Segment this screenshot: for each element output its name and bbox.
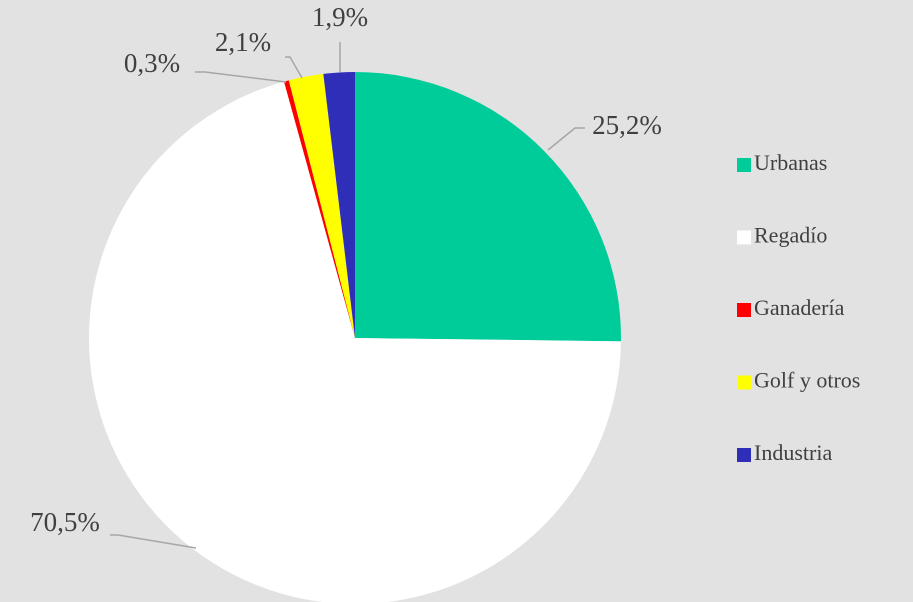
leader-line (285, 56, 303, 79)
leader-line (547, 127, 585, 151)
pie-slice (355, 72, 621, 342)
leader-line (110, 534, 197, 549)
data-label: 25,2% (592, 110, 662, 140)
legend-label: Urbanas (754, 150, 827, 175)
legend-label: Industria (754, 440, 832, 465)
data-label: 0,3% (124, 48, 180, 78)
leader-line (195, 71, 287, 83)
legend-label: Ganadería (754, 295, 845, 320)
pie-slice (323, 72, 355, 338)
legend-label: Golf y otros (754, 368, 860, 393)
legend-swatch (737, 158, 751, 172)
data-label: 2,1% (215, 27, 271, 57)
pie-slice (288, 73, 355, 339)
legend-swatch (737, 375, 751, 390)
legend-label: Regadío (754, 223, 827, 248)
pie-slice (284, 80, 355, 339)
legend-swatch (737, 303, 751, 317)
legend-swatch (737, 448, 751, 462)
pie-slice (89, 81, 621, 602)
legend-swatch (737, 230, 751, 245)
data-label: 1,9% (312, 2, 368, 32)
data-label: 70,5% (30, 507, 100, 537)
